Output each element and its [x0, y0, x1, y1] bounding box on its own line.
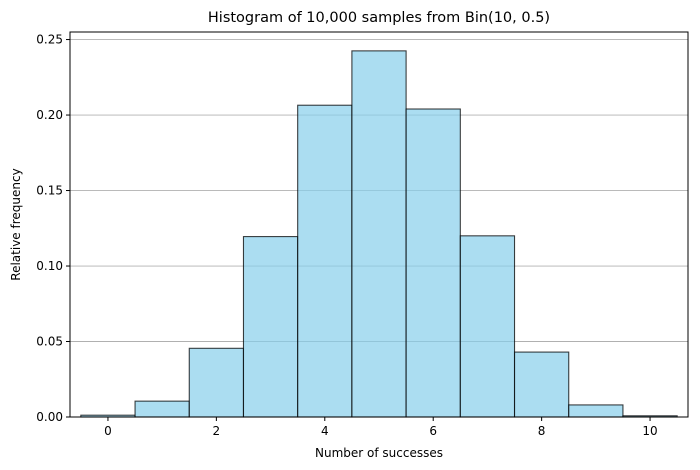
y-tick-label: 0.00 [36, 410, 63, 424]
y-axis-ticks: 0.00 0.05 0.10 0.15 0.20 0.25 [36, 33, 70, 424]
x-axis-ticks: 0 2 4 6 8 10 [104, 417, 658, 438]
x-tick-label: 10 [642, 424, 657, 438]
histogram-bar [242, 236, 299, 418]
histogram-bar [568, 404, 624, 418]
chart-title: Histogram of 10,000 samples from Bin(10,… [208, 10, 550, 26]
histogram-bars [80, 50, 678, 418]
histogram-bar [459, 235, 516, 418]
x-axis-label: Number of successes [315, 446, 443, 460]
histogram-bar [513, 351, 570, 418]
x-tick-label: 4 [321, 424, 329, 438]
x-tick-label: 6 [429, 424, 437, 438]
x-tick-label: 2 [213, 424, 221, 438]
y-tick-label: 0.15 [36, 184, 63, 198]
y-tick-label: 0.05 [36, 335, 63, 349]
x-tick-label: 8 [538, 424, 546, 438]
y-tick-label: 0.20 [36, 108, 63, 122]
y-tick-label: 0.25 [36, 33, 63, 47]
y-axis-label: Relative frequency [9, 168, 23, 280]
histogram-bar [405, 108, 461, 418]
y-tick-label: 0.10 [36, 259, 63, 273]
histogram-bar [188, 347, 245, 418]
plot-frame [69, 31, 689, 418]
histogram-bar [134, 400, 190, 418]
x-tick-label: 0 [104, 424, 112, 438]
histogram-bar [351, 50, 407, 418]
histogram-bar [297, 104, 353, 418]
